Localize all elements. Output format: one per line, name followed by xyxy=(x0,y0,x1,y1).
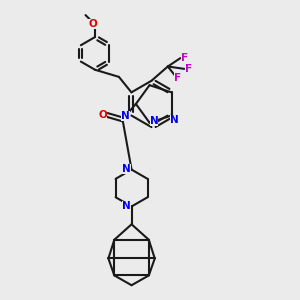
Text: F: F xyxy=(185,64,192,74)
Text: N: N xyxy=(122,201,130,211)
Text: F: F xyxy=(174,74,181,83)
Text: O: O xyxy=(98,110,107,120)
Text: N: N xyxy=(170,115,179,125)
Text: N: N xyxy=(121,111,130,121)
Text: N: N xyxy=(150,116,158,126)
Text: O: O xyxy=(88,19,97,29)
Text: N: N xyxy=(122,164,130,174)
Text: F: F xyxy=(181,53,188,63)
